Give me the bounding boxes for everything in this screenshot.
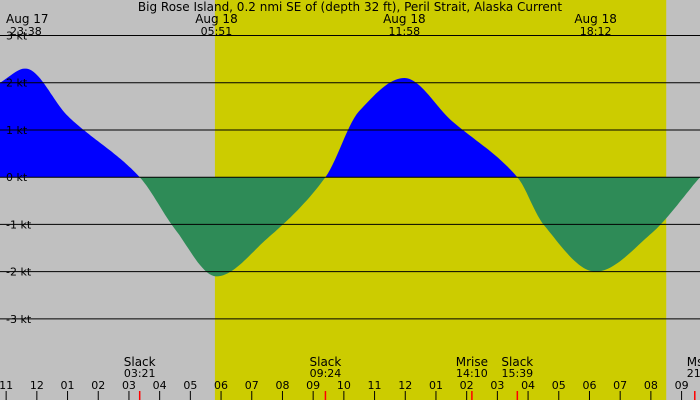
- x-tick-label: 07: [245, 379, 259, 392]
- x-tick-label: 02: [460, 379, 474, 392]
- chart-title: Big Rose Island, 0.2 nmi SE of (depth 32…: [138, 0, 562, 14]
- x-tick-label: 06: [214, 379, 228, 392]
- y-tick-label: -3 kt: [6, 313, 32, 326]
- bottom-events: Slack03:21Slack09:24Mrise14:10Slack15:39…: [124, 355, 700, 400]
- flood-area: [325, 78, 518, 178]
- top-date-label: Aug 18: [574, 12, 617, 26]
- event-time: 14:10: [456, 367, 488, 380]
- x-tick-label: 12: [398, 379, 412, 392]
- x-tick-label: 08: [644, 379, 658, 392]
- event-name: Slack: [124, 355, 156, 369]
- event-name: Slack: [310, 355, 342, 369]
- event-time: 21:26: [687, 367, 700, 380]
- x-tick-label: 02: [91, 379, 105, 392]
- x-axis: 11 12 01 02 03 04 05 06 07 08 09 10 11 12 01 02 03 04 05 06…: [0, 379, 689, 400]
- event-time: 09:24: [310, 367, 342, 380]
- y-tick-label: -1 kt: [6, 218, 32, 231]
- x-tick-label: 04: [521, 379, 535, 392]
- gridlines: [0, 34, 700, 320]
- event-name: Slack: [501, 355, 533, 369]
- event-name: Mset: [687, 355, 700, 369]
- y-tick-label: 0 kt: [6, 171, 28, 184]
- event-time: 15:39: [501, 367, 533, 380]
- y-tick-label: 3 kt: [6, 29, 28, 42]
- top-date-label: Aug 17: [6, 12, 49, 26]
- flood-area: [0, 68, 140, 178]
- x-tick-label: 09: [675, 379, 689, 392]
- x-tick-label: 05: [183, 379, 197, 392]
- top-time-label: 11:58: [388, 25, 420, 38]
- x-tick-label: 12: [30, 379, 44, 392]
- x-tick-label: 03: [122, 379, 136, 392]
- x-tick-label: 05: [552, 379, 566, 392]
- x-tick-label: 09: [306, 379, 320, 392]
- x-tick-label: 06: [582, 379, 596, 392]
- x-tick-label: 08: [275, 379, 289, 392]
- top-time-label: 18:12: [580, 25, 612, 38]
- x-tick-label: 10: [337, 379, 351, 392]
- top-time-label: 23:38: [10, 25, 42, 38]
- x-tick-label: 01: [429, 379, 443, 392]
- x-tick-label: 01: [61, 379, 75, 392]
- y-tick-label: -2 kt: [6, 266, 32, 279]
- x-tick-label: 11: [0, 379, 13, 392]
- top-date-label: Aug 18: [195, 12, 238, 26]
- top-date-label: Aug 18: [383, 12, 426, 26]
- x-tick-label: 11: [368, 379, 382, 392]
- y-axis: 3 kt 2 kt 1 kt 0 kt -1 kt -2 kt -3 kt: [6, 29, 32, 325]
- top-time-label: 05:51: [201, 25, 233, 38]
- y-tick-label: 2 kt: [6, 77, 28, 90]
- x-tick-label: 03: [490, 379, 504, 392]
- y-tick-label: 1 kt: [6, 124, 28, 137]
- x-tick-label: 07: [613, 379, 627, 392]
- x-tick-label: 04: [153, 379, 167, 392]
- event-name: Mrise: [456, 355, 488, 369]
- event-time: 03:21: [124, 367, 156, 380]
- ebb-area: [139, 177, 326, 277]
